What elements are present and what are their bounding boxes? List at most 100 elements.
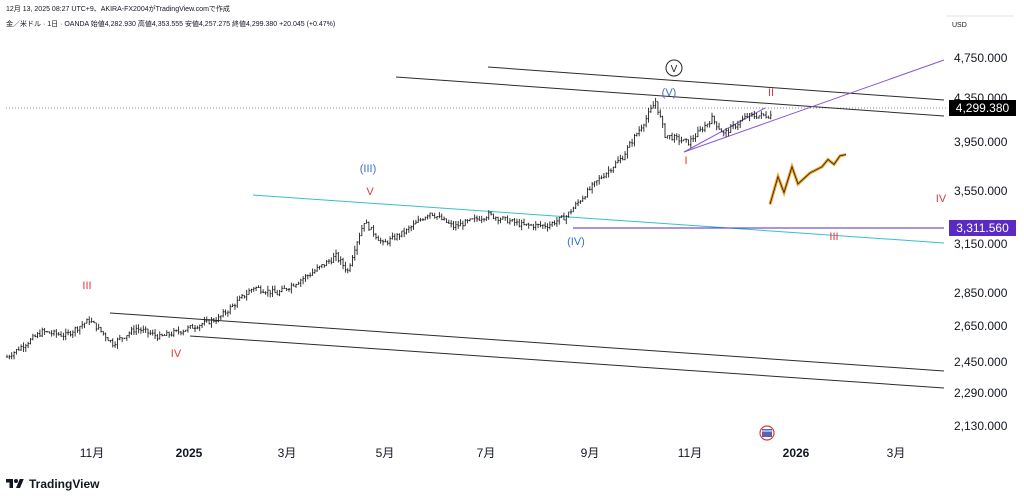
ohlc-bar xyxy=(351,254,354,267)
ohlc-bar xyxy=(229,304,232,315)
ohlc-bar xyxy=(248,288,251,295)
upper-channel-bottom[interactable] xyxy=(395,76,945,117)
ohlc-bar xyxy=(217,313,220,323)
ohlc-bar xyxy=(22,342,25,353)
ohlc-bar xyxy=(720,128,723,133)
ohlc-bar xyxy=(158,331,161,340)
ohlc-bar xyxy=(306,274,309,280)
ohlc-bar xyxy=(758,115,760,119)
wave-label-III-blue[interactable]: (III) xyxy=(360,163,377,175)
wave-label-IV-red-projected[interactable]: IV xyxy=(936,193,947,205)
ohlc-bar xyxy=(198,324,201,332)
ohlc-bar xyxy=(534,221,537,231)
wave-label-V-blue[interactable]: (V) xyxy=(662,87,677,99)
ohlc-bar xyxy=(111,338,114,348)
ohlc-bar xyxy=(701,126,704,133)
ohlc-bar xyxy=(88,316,91,325)
ohlc-bar xyxy=(318,265,321,270)
time-tick-label: 2026 xyxy=(783,446,810,460)
ohlc-bar xyxy=(506,215,509,224)
ohlc-bar xyxy=(403,227,406,238)
wave-label-III-red[interactable]: III xyxy=(82,280,91,292)
ohlc-bar xyxy=(642,123,645,132)
wave-label-IV-red[interactable]: IV xyxy=(171,348,182,360)
ohlc-bar xyxy=(69,330,72,337)
ohlc-bar xyxy=(635,132,638,137)
ohlc-bar xyxy=(436,216,439,220)
ohlc-bar xyxy=(210,317,213,328)
tradingview-brand: TradingView xyxy=(29,477,100,491)
price-tick-label: 2,450.000 xyxy=(954,355,1008,369)
ohlc-bar xyxy=(426,214,429,220)
time-tick-label: 5月 xyxy=(376,446,395,460)
wave-label-circle-v[interactable]: V xyxy=(671,64,678,75)
ohlc-bar xyxy=(85,318,88,324)
ohlc-bar xyxy=(76,326,79,333)
ohlc-bar xyxy=(170,331,173,337)
currency-label: USD xyxy=(952,22,967,29)
ohlc-bar xyxy=(471,218,474,220)
wave-label-II-red[interactable]: II xyxy=(768,87,774,99)
ohlc-bar xyxy=(299,278,302,288)
ohlc-bar xyxy=(135,324,138,336)
ohlc-bar xyxy=(480,215,483,224)
ohlc-bar xyxy=(685,138,688,143)
ohlc-bar xyxy=(121,337,124,343)
ohlc-bar xyxy=(525,223,528,226)
wave-label-III-red-projected[interactable]: III xyxy=(829,231,838,243)
wave-circle-marker xyxy=(665,59,683,77)
ohlc-bar xyxy=(600,175,603,180)
ohlc-bar xyxy=(264,291,267,295)
ohlc-bar xyxy=(212,318,215,323)
ohlc-bar xyxy=(252,287,255,292)
us-flag-event-icon[interactable] xyxy=(759,425,775,441)
ohlc-bar xyxy=(532,223,535,231)
symbol-ohlc-legend[interactable]: 金／米ドル · 1日 · OANDA 始値4,282.930 高値4,353.5… xyxy=(6,21,336,28)
upper-channel-top[interactable] xyxy=(487,66,945,101)
time-tick-label: 9月 xyxy=(581,446,600,460)
ohlc-bar xyxy=(36,332,39,339)
ohlc-bar xyxy=(696,126,699,138)
ohlc-bar xyxy=(60,331,63,337)
ohlc-bar xyxy=(654,97,657,109)
ohlc-bar xyxy=(175,329,178,333)
wave-label-IV-blue[interactable]: (IV) xyxy=(567,236,585,248)
ohlc-bar xyxy=(123,337,126,340)
time-tick-label: 7月 xyxy=(477,446,496,460)
lower-channel-top[interactable] xyxy=(109,312,945,372)
ohlc-bar xyxy=(379,237,382,244)
purple-trendline[interactable] xyxy=(683,59,945,153)
ohlc-bar xyxy=(741,115,744,122)
time-axis[interactable]: 11月 2025 3月 5月 7月 9月 11月 2026 3月 xyxy=(80,446,906,460)
time-tick-label: 3月 xyxy=(278,446,297,460)
ohlc-bar xyxy=(544,222,547,229)
wave-label-I-red[interactable]: I xyxy=(684,155,687,167)
lower-channel-bottom[interactable] xyxy=(189,335,945,389)
ohlc-bar xyxy=(494,216,497,221)
wave-label-V-red[interactable]: V xyxy=(366,186,374,198)
ohlc-bar xyxy=(226,310,229,317)
last-price-tag[interactable]: 4,299.380 xyxy=(949,100,1016,116)
ohlc-bar xyxy=(640,124,643,132)
time-tick-label: 11月 xyxy=(678,446,702,460)
cyan-trendline[interactable] xyxy=(252,194,945,244)
ohlc-bar xyxy=(541,224,544,229)
ohlc-bar xyxy=(466,219,469,224)
ohlc-bar xyxy=(161,333,164,337)
ohlc-bar xyxy=(215,317,218,324)
price-axis[interactable]: 4,750.0004,350.0003,950.0003,550.0003,15… xyxy=(954,51,1008,433)
ohlc-bar xyxy=(530,223,533,226)
ohlc-bar xyxy=(147,328,149,338)
candlestick-series[interactable] xyxy=(6,97,772,360)
ohlc-bar xyxy=(297,281,300,285)
projected-path[interactable] xyxy=(768,153,847,205)
ohlc-bar xyxy=(313,268,316,274)
ohlc-bar xyxy=(149,330,152,336)
ohlc-bar xyxy=(255,286,258,291)
tradingview-footer[interactable]: TradingView xyxy=(6,474,99,494)
support-level-tag[interactable]: 3,311.560 xyxy=(949,220,1016,236)
ohlc-bar xyxy=(753,110,756,119)
ohlc-bar xyxy=(588,186,591,191)
ohlc-bar xyxy=(302,275,305,285)
